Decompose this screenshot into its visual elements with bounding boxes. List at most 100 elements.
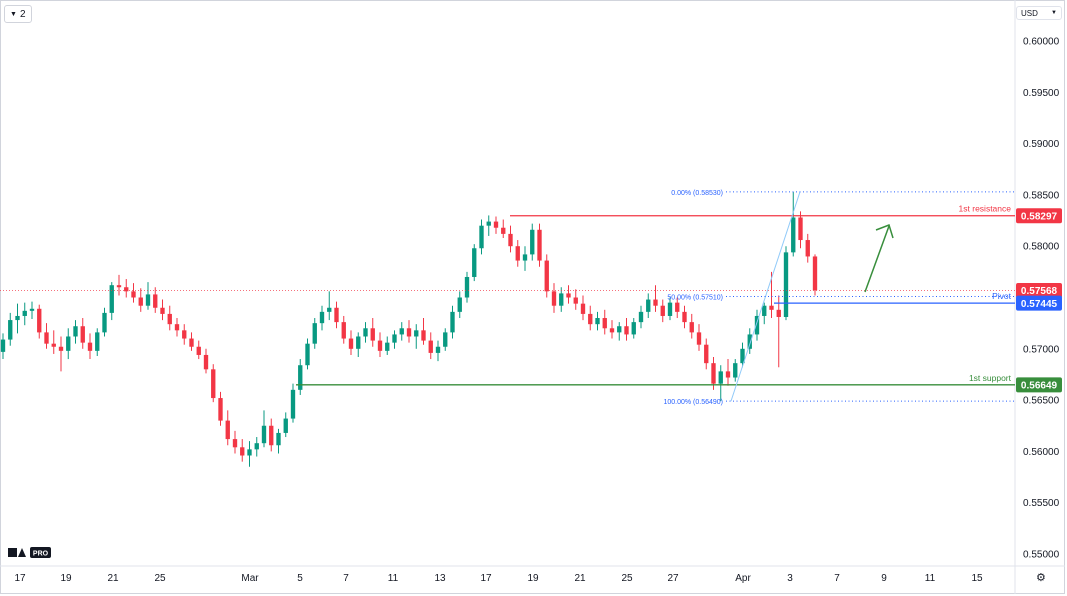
time-tick-label: 7 xyxy=(343,573,349,584)
time-tick-label: 19 xyxy=(60,573,72,584)
candle-body xyxy=(0,339,6,352)
candle-body xyxy=(515,246,520,261)
candle-body xyxy=(341,322,346,339)
candle-body xyxy=(109,285,114,313)
price-tick-label: 0.57000 xyxy=(1023,344,1060,355)
candle-body xyxy=(711,363,716,384)
price-label-box xyxy=(1016,208,1062,224)
time-tick-label: Mar xyxy=(241,573,259,584)
time-tick-label: 21 xyxy=(107,573,119,584)
price-tick-label: 0.55000 xyxy=(1023,550,1060,561)
candle-body xyxy=(370,328,375,341)
candle-body xyxy=(435,346,441,353)
candle-body xyxy=(29,308,35,311)
candle-body xyxy=(254,443,259,450)
candle-body xyxy=(145,294,151,306)
candle-body xyxy=(102,312,107,333)
candle-body xyxy=(646,299,651,312)
fib-level-label: 0.00% (0.58530) xyxy=(671,190,723,197)
candle-body xyxy=(334,307,339,323)
currency-label: USD xyxy=(1021,8,1038,18)
candle-body xyxy=(472,248,477,277)
interval-button[interactable]: ▼ 2 xyxy=(4,5,32,23)
level-label: 1st resistance xyxy=(959,204,1012,214)
candle-body xyxy=(131,291,136,298)
price-tick-label: 0.56000 xyxy=(1023,447,1060,458)
candle-body xyxy=(733,363,738,378)
candle-body xyxy=(174,324,180,331)
candle-body xyxy=(573,297,578,304)
time-tick-label: 19 xyxy=(527,573,539,584)
candle-body xyxy=(203,354,209,370)
candle-body xyxy=(319,311,325,324)
candle-body xyxy=(189,338,194,347)
time-tick-label: 11 xyxy=(388,573,399,584)
candle-body xyxy=(276,432,281,446)
candle-body xyxy=(537,229,542,261)
currency-selector[interactable]: USD ▼ xyxy=(1016,6,1062,20)
candle-body xyxy=(385,342,390,351)
candle-body xyxy=(450,311,455,333)
candle-body xyxy=(653,299,658,306)
time-tick-label: 7 xyxy=(834,573,840,584)
candle-body xyxy=(740,348,745,364)
candle-body xyxy=(588,313,593,325)
price-tick-label: 0.58000 xyxy=(1023,242,1060,253)
candle-body xyxy=(377,340,383,351)
time-tick-label: 9 xyxy=(881,573,887,584)
price-tick-label: 0.60000 xyxy=(1023,37,1060,48)
candle-body xyxy=(486,221,491,226)
candle-body xyxy=(609,328,615,333)
candle-body xyxy=(798,217,803,241)
candle-body xyxy=(87,342,93,351)
chevron-down-icon: ▼ xyxy=(10,10,17,18)
candle-body xyxy=(421,330,426,341)
time-tick-label: 27 xyxy=(667,573,679,584)
candle-body xyxy=(80,326,85,343)
candle-body xyxy=(725,371,731,378)
candle-body xyxy=(595,318,600,325)
price-label-text: 0.58297 xyxy=(1021,211,1058,222)
candle-body xyxy=(522,254,528,261)
candle-body xyxy=(704,344,709,364)
candle-body xyxy=(776,309,781,317)
candle-body xyxy=(211,369,216,399)
time-tick-label: Apr xyxy=(735,573,751,584)
candle-body xyxy=(762,305,767,316)
candle-body xyxy=(392,334,397,343)
candle-body xyxy=(116,285,122,288)
candle-body xyxy=(624,326,629,335)
forecast-arrow-line xyxy=(864,225,890,293)
candle-body xyxy=(15,315,20,321)
candle-body xyxy=(22,310,27,316)
time-tick-label: 11 xyxy=(925,573,936,584)
fib-level-label: 100.00% (0.56490) xyxy=(663,399,723,406)
candle-body xyxy=(638,311,644,323)
candle-body xyxy=(551,291,557,306)
candle-body xyxy=(696,332,702,345)
candle-body xyxy=(406,328,412,337)
candle-body xyxy=(805,240,810,257)
candle-body xyxy=(348,338,354,349)
candle-body xyxy=(58,346,64,351)
candle-body xyxy=(602,318,607,329)
price-tick-label: 0.55500 xyxy=(1023,498,1060,509)
time-tick-label: 5 xyxy=(297,573,303,584)
settings-gear-icon[interactable]: ⚙ xyxy=(1036,572,1046,584)
candle-body xyxy=(479,225,484,249)
candle-body xyxy=(464,276,470,298)
candle-body xyxy=(240,447,245,456)
forecast-arrow-head xyxy=(875,224,894,239)
price-label-box xyxy=(1016,295,1062,311)
level-label: Pivot xyxy=(992,291,1012,301)
candle-body xyxy=(718,371,723,384)
candle-body xyxy=(631,322,636,335)
candle-body xyxy=(675,302,680,312)
candle-body xyxy=(124,287,129,292)
candle-body xyxy=(269,425,274,446)
candle-body xyxy=(791,217,796,253)
price-label-box xyxy=(1016,377,1062,393)
price-label-text: 0.56649 xyxy=(1021,381,1058,392)
